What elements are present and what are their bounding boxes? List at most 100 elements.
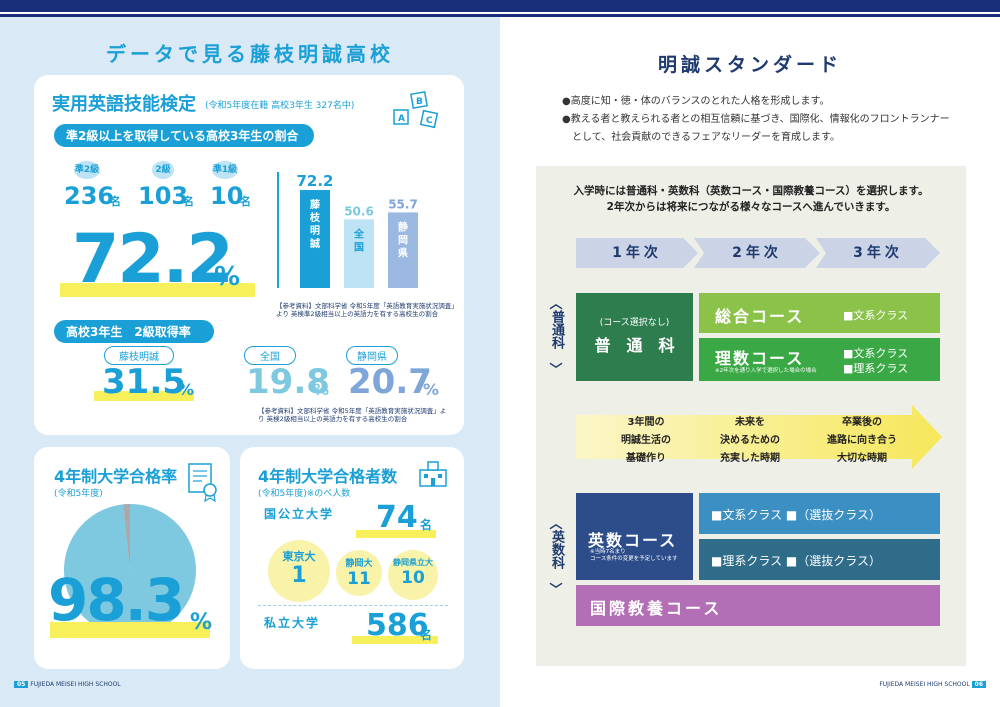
sogo-box: 総合コース ■文系クラス: [699, 293, 940, 333]
bar-category-label-0: 枝: [309, 211, 321, 224]
phase-1: 3年間の 明誠生活の 基礎作り: [596, 414, 696, 468]
highlight-bar: [60, 283, 255, 297]
right-page-title: 明誠スタンダード: [657, 54, 842, 76]
pie-slice-pass: [63, 504, 196, 636]
diagram-intro-2: 2年次からは将来につながる様々なコースへ進んでいきます。: [606, 201, 896, 213]
futsu-bracket-bottom: ﹀: [549, 363, 563, 378]
bar-category-label-0: 明: [310, 225, 320, 237]
sogo-name: 総合コース: [715, 307, 805, 326]
univ-count-title: 4年制大学合格者数: [258, 467, 398, 486]
risu-note: ※2年次を通り入学で選択した場合の場合: [715, 368, 817, 374]
bubble-kenritsu-name: 静岡県立大: [393, 558, 433, 567]
svg-text:C: C: [426, 116, 433, 126]
risu-name: 理数コース: [715, 349, 805, 368]
bar-category-label-1: 国: [354, 241, 364, 253]
english-bar-chart: 72.2 藤枝明誠 50.6 全国 55.7 静岡県: [276, 170, 446, 300]
english-bar-label: 準2級以上を取得している高校3年生の割合: [54, 124, 314, 147]
bar-value-label-2: 55.7: [388, 197, 418, 211]
phase-3-line-1: 卒業後の: [842, 417, 882, 428]
top-bar: [0, 0, 1000, 12]
univ-rate-pct: %: [190, 610, 213, 635]
year-2-arrow: 2年次: [694, 238, 820, 268]
chart-note: 【参考資料】文部科学省 令和5年度「英語教育実施状況調査」より 英検準2級相当以…: [276, 302, 455, 318]
private-univ-value: 586: [366, 608, 429, 643]
bubble-todai: 東京大 1: [268, 540, 330, 602]
bar-value-label-0: 72.2: [296, 172, 333, 190]
grade-unit-pre1: 名: [240, 195, 251, 208]
bubble-kenritsu-value: 10: [401, 568, 425, 588]
risu-box: 理数コース ※2年次を通り入学で選択した場合の場合 ■文系クラス ■理系クラス: [699, 338, 940, 381]
futsu-label-text: 普通科: [549, 310, 564, 349]
public-highlight: [356, 530, 436, 538]
footer-left-text: FUJIEDA MEISEI HIGH SCHOOL: [30, 681, 121, 688]
phase-2-line-2: 決めるための: [720, 435, 780, 446]
grade2-label: 高校3年生 2級取得率: [54, 320, 214, 343]
year-3-arrow: 3年次: [816, 238, 940, 268]
public-univ-unit: 名: [420, 518, 433, 532]
eisu-box: 英数コース ※当時7名まり コース条件の変更を予定しています: [576, 493, 693, 580]
private-univ-unit: 名: [420, 628, 433, 642]
futsu-name: 普 通 科: [594, 336, 675, 355]
grade2-prefecture-pct: %: [423, 380, 440, 399]
grade2-national-value: 19.8: [246, 362, 330, 402]
bubble-shizudai-value: 11: [347, 569, 371, 589]
svg-text:A: A: [398, 114, 405, 124]
phase-3-line-2: 進路に向き合う: [827, 435, 897, 446]
grade2-national-label: 全国: [244, 346, 296, 365]
grade-badge-pre2: 準2級: [74, 161, 100, 179]
eisu-bunkei-box: ■文系クラス ■（選抜クラス）: [699, 493, 940, 534]
english-big-percent: 72.2: [72, 220, 234, 299]
grade2-prefecture-label: 静岡県: [346, 346, 398, 365]
phase-3: 卒業後の 進路に向き合う 大切な時期: [812, 414, 912, 468]
eisu-vertical-label: 英数科: [547, 530, 565, 575]
phase-2-line-1: 未来を: [735, 417, 765, 428]
univ-count-sub: (令和5年度)※のべ人数: [258, 489, 351, 499]
grade-unit-pre2: 名: [110, 195, 121, 208]
phase-arrow: [576, 405, 942, 469]
kokusai-box: 国際教養コース: [576, 585, 940, 626]
top-bar-line: [0, 14, 1000, 17]
divider: [258, 605, 448, 606]
phase-3-line-3: 大切な時期: [837, 453, 887, 464]
bar-category-label-2: 岡: [398, 234, 408, 246]
english-subtitle: (令和5年度在籍 高校3年生 327名中): [205, 101, 355, 111]
public-univ-label: 国公立大学: [264, 507, 335, 521]
grade2-prefecture-value: 20.7: [348, 362, 432, 402]
private-univ-label: 私立大学: [264, 616, 321, 630]
univ-rate-highlight: [50, 622, 210, 638]
bar-category-label-2: 県: [398, 246, 408, 259]
phase-1-line-3: 基礎作り: [626, 453, 666, 464]
grade2-note: 【参考資料】文部科学省 令和5年度「英語教育実施状況調査」より 英検2級相当以上…: [258, 407, 447, 423]
univ-rate-title: 4年制大学合格率: [54, 467, 178, 486]
bar-category-label-1: 全: [353, 227, 365, 240]
footer-right: FUJIEDA MEISEI HIGH SCHOOL 06: [879, 681, 986, 688]
bubble-todai-value: 1: [291, 563, 307, 588]
grade-unit-2: 名: [183, 195, 194, 208]
kokusai-name: 国際教養コース: [590, 599, 723, 618]
phase-2: 未来を 決めるための 充実した時期: [700, 414, 800, 468]
footer-left: 05 FUJIEDA MEISEI HIGH SCHOOL: [14, 681, 121, 688]
bubble-shizudai: 静岡大 11: [336, 550, 382, 596]
grade2-school-value: 31.5: [102, 362, 186, 402]
futsu-bracket-top: ︿: [549, 297, 563, 312]
svg-text:B: B: [416, 97, 423, 107]
phase-1-line-1: 3年間の: [627, 417, 665, 428]
private-highlight: [352, 636, 438, 644]
footer-right-text: FUJIEDA MEISEI HIGH SCHOOL: [879, 681, 970, 688]
eisu-rikei-text: ■理系クラス ■（選抜クラス）: [711, 554, 882, 568]
bar-category-label-2: 静: [398, 220, 408, 233]
eisu-bunkei-text: ■文系クラス ■（選抜クラス）: [711, 508, 882, 522]
eisu-rikei-box: ■理系クラス ■（選抜クラス）: [699, 539, 940, 580]
grade-badge-2: 2級: [152, 161, 174, 179]
grade2-school-pct: %: [178, 380, 195, 399]
grade2-national-pct: %: [313, 380, 330, 399]
page-number-left: 05: [14, 681, 29, 688]
year-1-arrow: 1年次: [576, 238, 698, 268]
eisu-label-text: 英数科: [549, 530, 564, 569]
page-number-right: 06: [971, 681, 986, 688]
futsu-vertical-label: 普通科: [547, 310, 565, 355]
abc-blocks-icon: B A C: [392, 90, 442, 140]
english-percent-sign: %: [214, 262, 241, 292]
bar-category-label-0: 藤: [310, 198, 321, 211]
grade2-highlight: [94, 391, 194, 401]
